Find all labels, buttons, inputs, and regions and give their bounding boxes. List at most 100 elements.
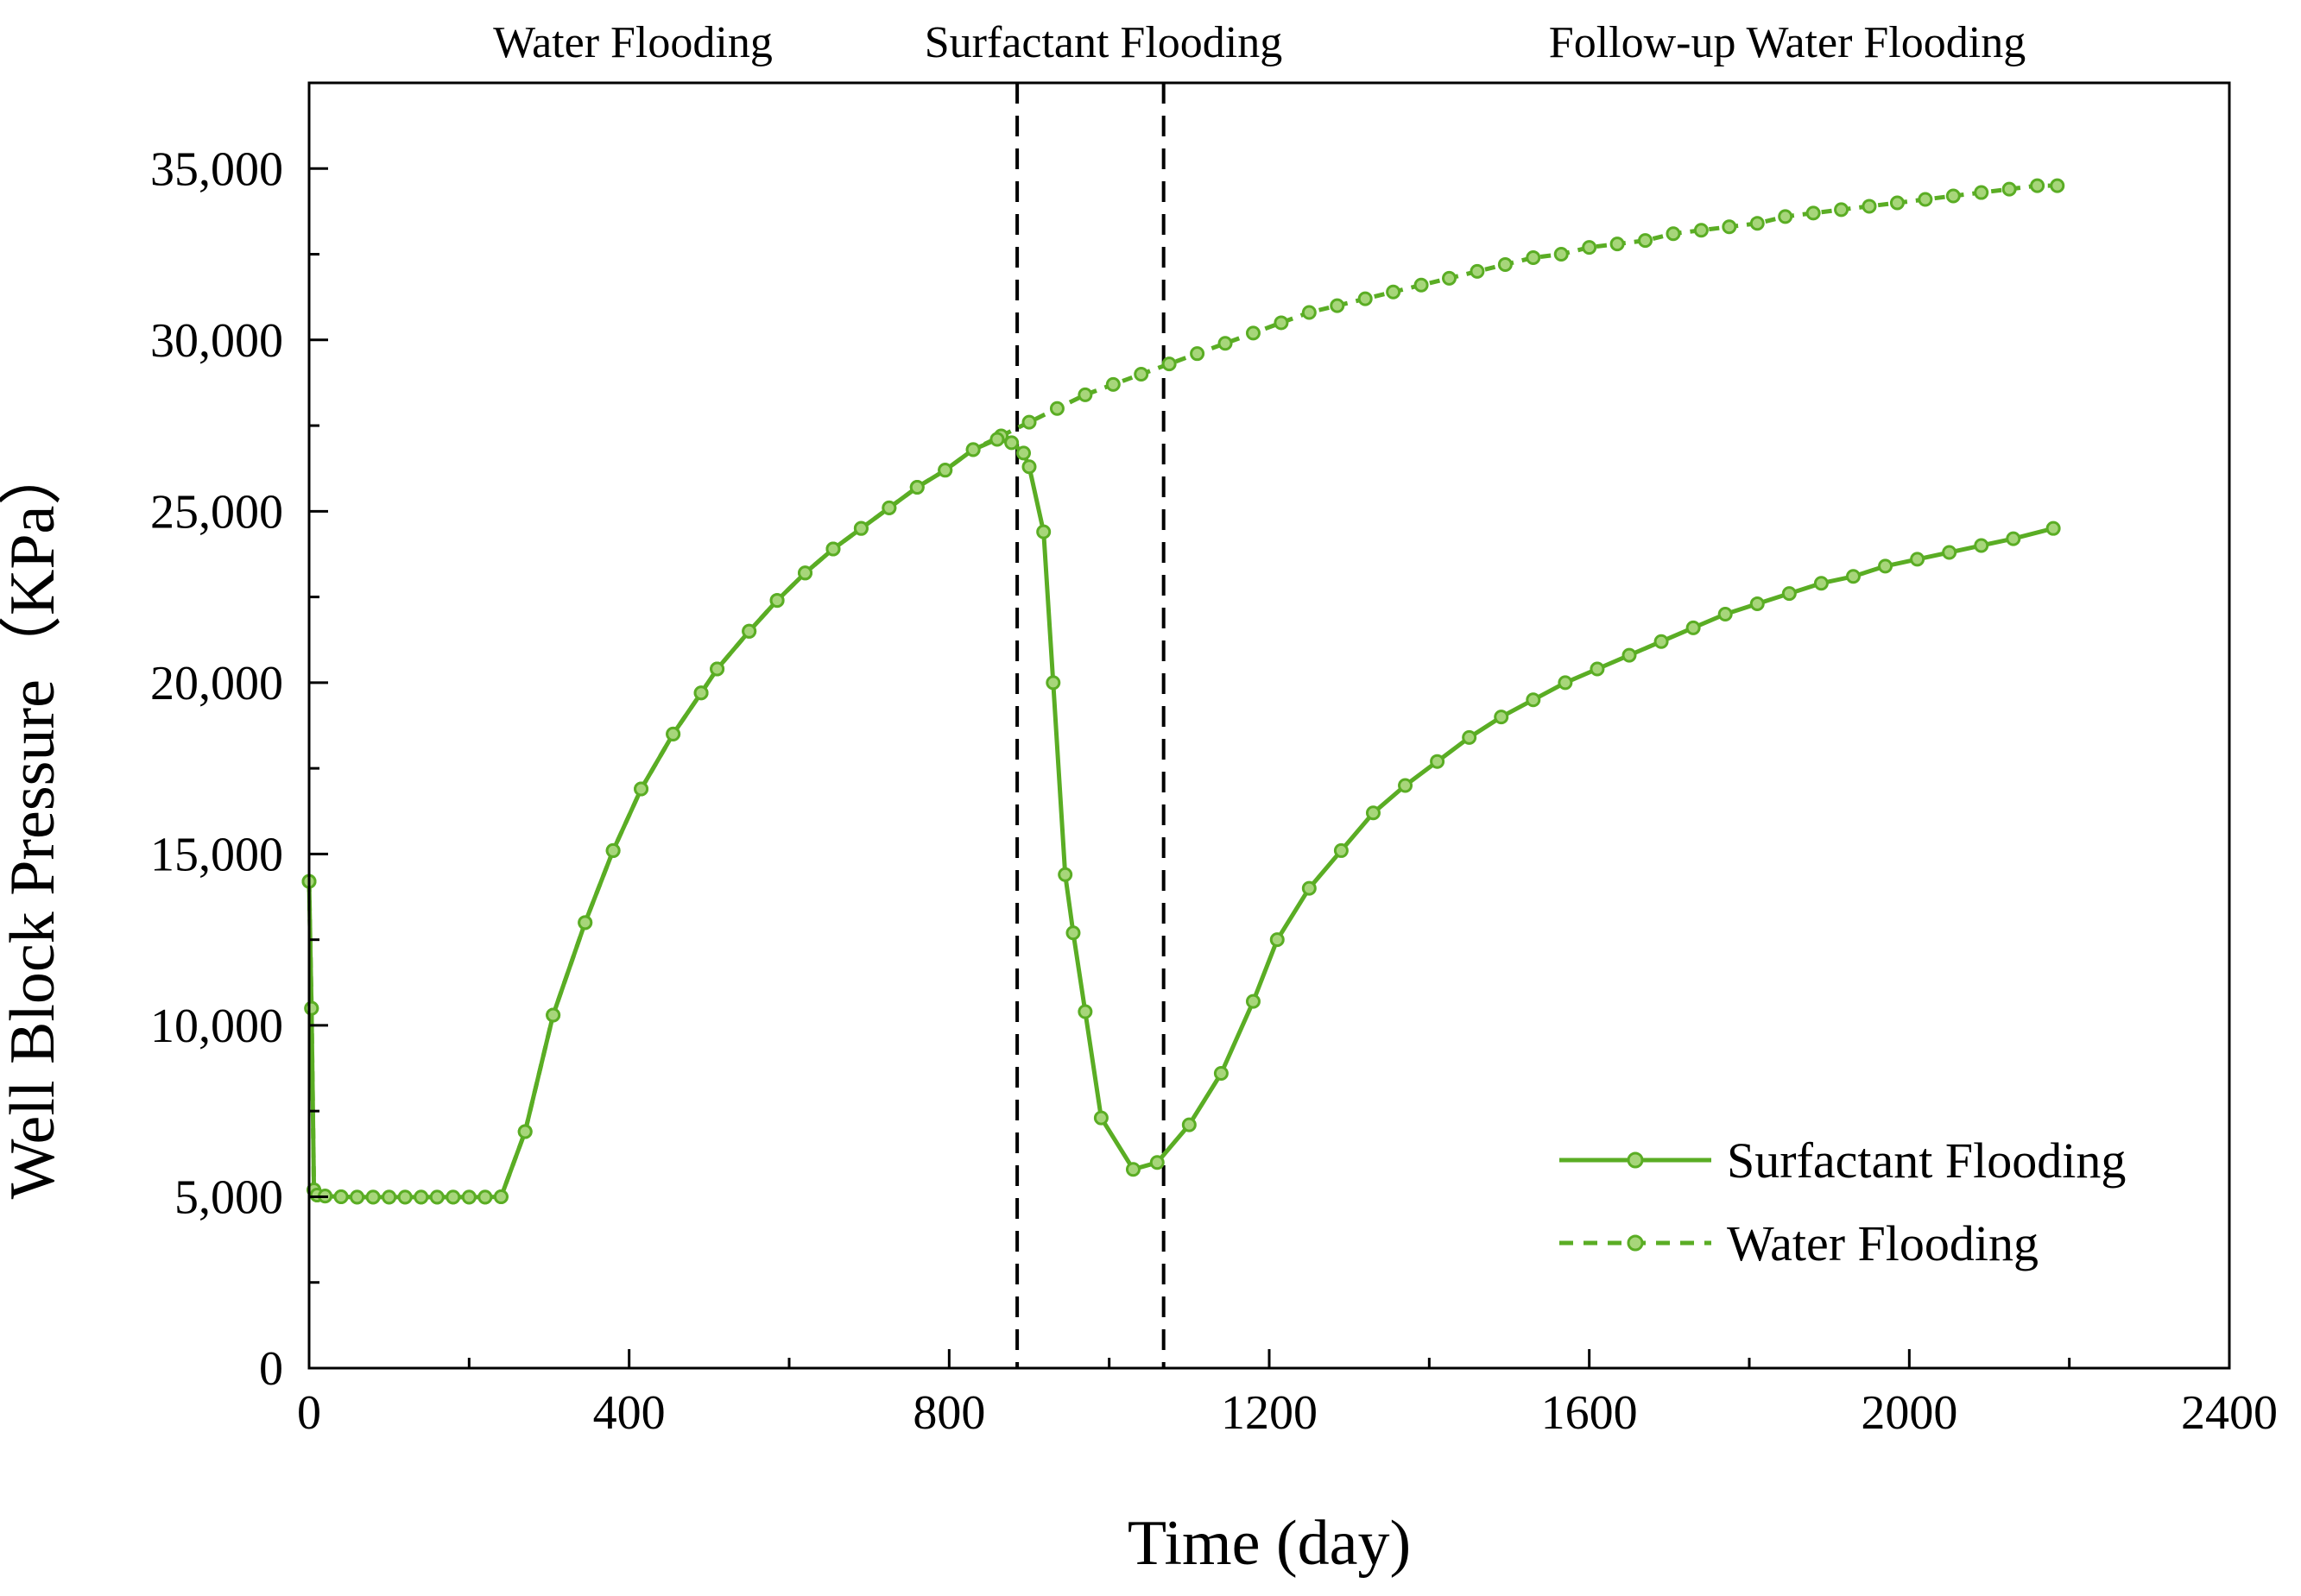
data-point [1497, 256, 1513, 272]
y-axis: 0 5,000 10,000 15,000 20,000 25,000 30,000 35,0… [150, 142, 328, 1396]
y-tick-label: 35,000 [150, 142, 283, 196]
data-point [1357, 291, 1373, 306]
phase-boundaries [1015, 83, 1166, 1368]
data-point [2050, 178, 2065, 193]
legend-swatch-marker [1627, 1234, 1644, 1252]
data-point [1161, 356, 1177, 372]
data-point [1862, 199, 1877, 214]
data-point [1609, 237, 1625, 252]
data-point [1781, 586, 1797, 602]
data-point [1910, 552, 1925, 567]
data-point [1722, 219, 1737, 235]
data-point [1805, 205, 1821, 221]
data-point [546, 1007, 561, 1023]
data-point [1149, 1155, 1165, 1170]
data-point [825, 541, 841, 557]
data-point [1134, 367, 1149, 382]
data-point [461, 1189, 477, 1205]
x-axis: 0 400 800 1200 1600 2000 2400 [297, 1349, 2278, 1440]
phase-label: Follow-up Water Flooding [1549, 18, 2026, 67]
data-point [769, 593, 785, 609]
phase-labels: Water Flooding Surfactant Flooding Follow-… [493, 18, 2026, 67]
series-line [307, 437, 2054, 1200]
data-point [1834, 202, 1849, 218]
data-point [1365, 805, 1381, 821]
data-point [1430, 754, 1445, 769]
data-point [1036, 524, 1052, 539]
data-point [666, 726, 681, 741]
data-point [350, 1189, 365, 1205]
data-point [1974, 185, 1989, 200]
legend-label: Surfactant Flooding [1727, 1132, 2126, 1189]
data-point [1845, 569, 1861, 584]
data-point [1693, 223, 1709, 238]
series-surfactant-flooding [301, 432, 2061, 1205]
data-point [1078, 387, 1093, 402]
data-point [1638, 233, 1653, 249]
data-point [2001, 181, 2017, 197]
data-point [1942, 545, 1957, 560]
data-point [965, 442, 981, 457]
data-point [938, 463, 953, 478]
data-point [1749, 216, 1765, 231]
data-point [1065, 925, 1081, 941]
data-point [1413, 277, 1429, 293]
y-tick-label: 10,000 [150, 1000, 283, 1053]
data-point [605, 842, 621, 858]
data-point [1190, 346, 1205, 362]
data-point [517, 1124, 533, 1139]
y-tick-label: 15,000 [150, 828, 283, 881]
data-point [1470, 263, 1485, 279]
data-point [1666, 226, 1681, 242]
data-point [989, 432, 1005, 447]
y-tick-label: 5,000 [174, 1170, 283, 1224]
data-point [304, 1000, 319, 1016]
data-point [1582, 240, 1597, 255]
data-point [1330, 298, 1345, 313]
data-point [1269, 932, 1285, 948]
data-point [1213, 1066, 1229, 1082]
data-point [1245, 325, 1261, 341]
data-point [1558, 675, 1573, 691]
y-axis-title: Well Block Pressure（KPa） [0, 442, 68, 1200]
data-point [1046, 675, 1061, 691]
data-point [1717, 606, 1733, 621]
data-point [1749, 596, 1765, 612]
data-point [1245, 994, 1261, 1009]
data-point [1016, 445, 1032, 461]
data-point [1462, 729, 1477, 745]
data-point [1274, 315, 1289, 331]
data-point [1021, 414, 1037, 430]
data-point [1974, 538, 1989, 553]
data-point [365, 1189, 381, 1205]
data-point [397, 1189, 413, 1205]
x-axis-title: Time (day) [1128, 1508, 1411, 1579]
x-tick-label: 400 [593, 1386, 666, 1440]
data-point [1021, 459, 1037, 475]
data-point [1945, 188, 1961, 204]
data-point [1889, 195, 1905, 211]
data-point [1685, 620, 1701, 635]
y-tick-label: 30,000 [150, 314, 283, 368]
x-tick-label: 2000 [1861, 1386, 1957, 1440]
data-point [429, 1189, 445, 1205]
data-point [1878, 558, 1893, 574]
data-point [2006, 531, 2021, 546]
data-point [1494, 710, 1509, 725]
data-point [1301, 880, 1317, 896]
x-tick-label: 1200 [1221, 1386, 1318, 1440]
data-point [909, 480, 925, 495]
legend-label: Water Flooding [1727, 1215, 2039, 1271]
data-point [382, 1189, 397, 1205]
data-point [1217, 336, 1233, 351]
series-water-flooding [301, 178, 2065, 1205]
data-point [446, 1189, 461, 1205]
legend: Surfactant Flooding Water Flooding [1559, 1132, 2126, 1271]
y-tick-label: 25,000 [150, 485, 283, 539]
series-line [307, 183, 2058, 1200]
data-point [742, 623, 757, 639]
data-point [1105, 376, 1121, 392]
data-point [2045, 520, 2061, 536]
data-point [710, 661, 725, 677]
